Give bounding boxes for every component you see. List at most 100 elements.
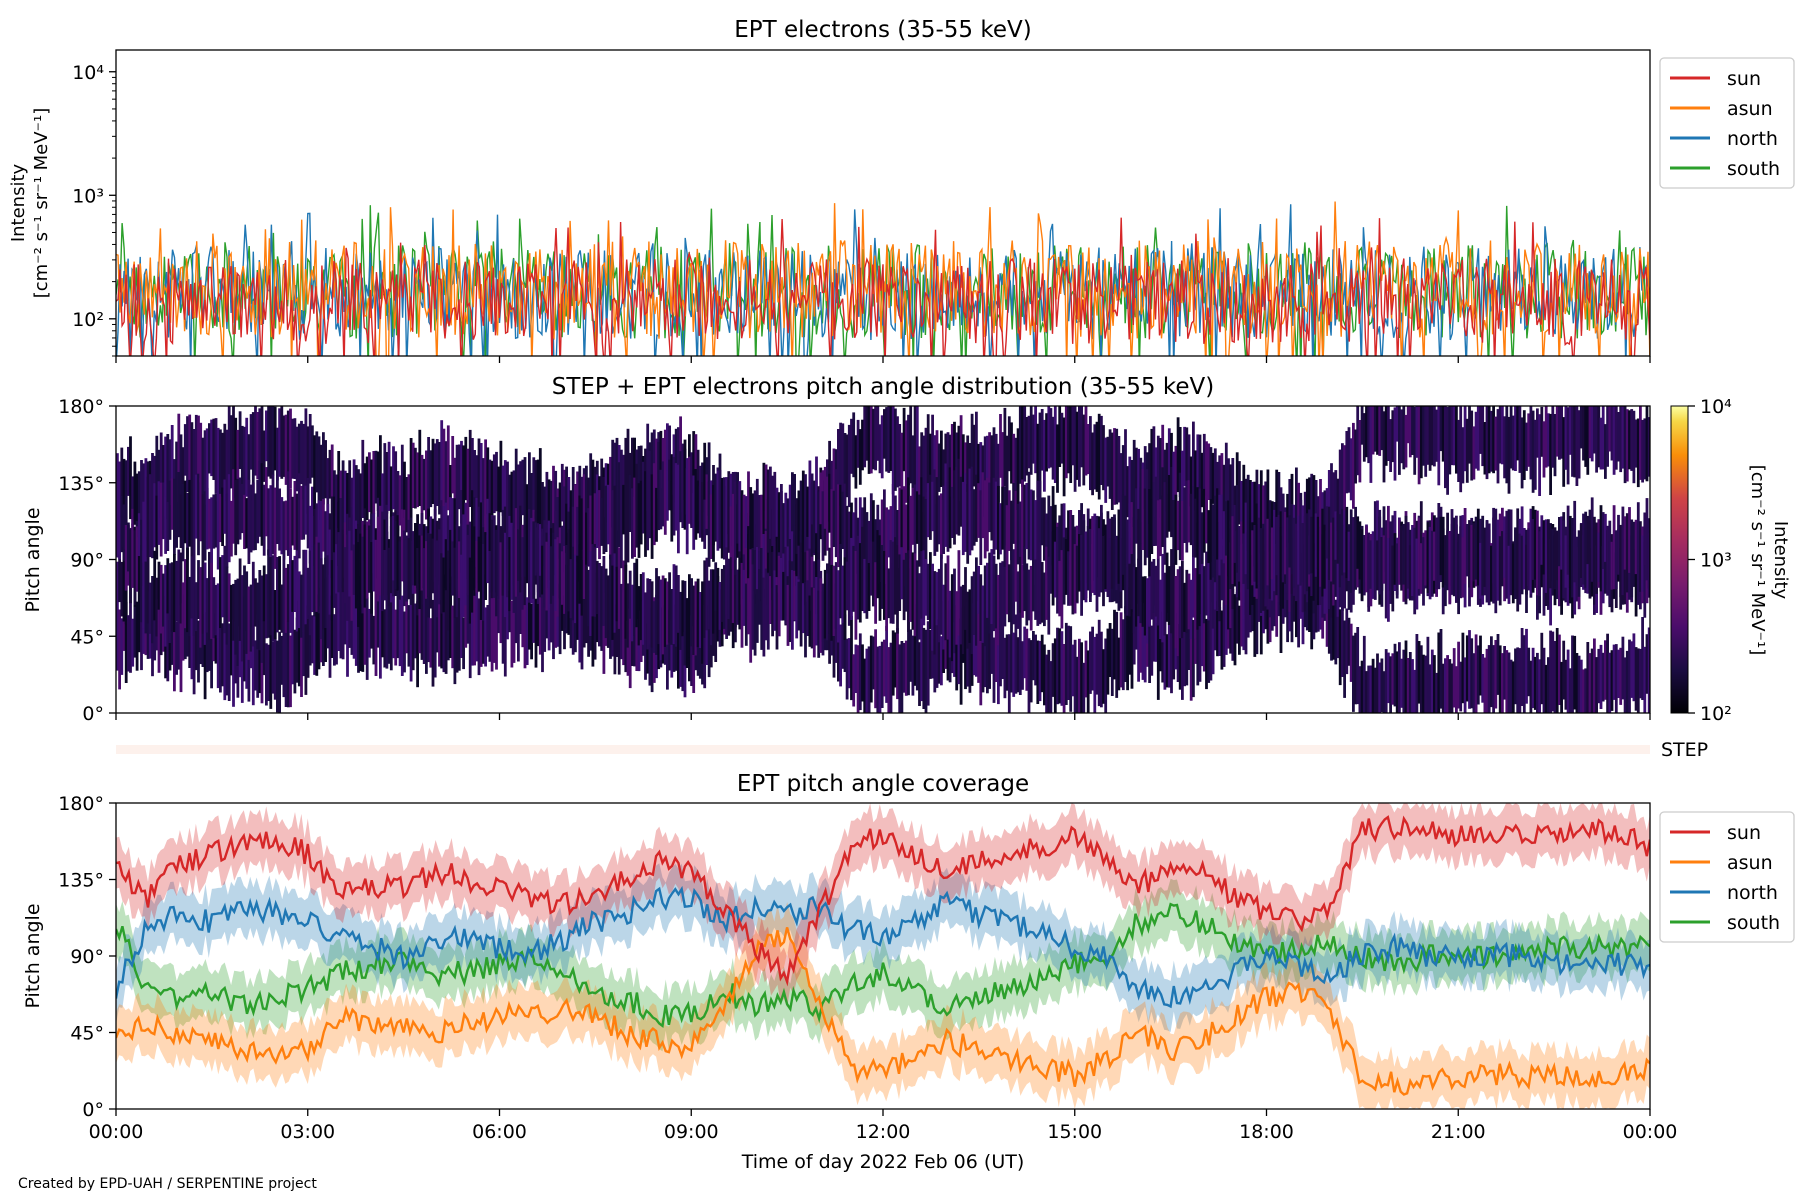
pad-cell — [1170, 549, 1173, 634]
pad-cell — [1137, 448, 1140, 519]
pad-cell — [725, 547, 728, 615]
pad-cell — [260, 639, 264, 704]
pad-cell — [475, 497, 479, 568]
pad-cell — [1584, 511, 1588, 588]
pad-cell — [124, 525, 128, 591]
pad-cell — [674, 463, 678, 531]
pad-cell — [874, 406, 877, 471]
pad-cell — [1051, 531, 1055, 606]
pad-cell — [350, 588, 354, 655]
pad-cell — [742, 494, 746, 555]
pad-cell — [1108, 623, 1112, 677]
pad-cell — [815, 456, 818, 534]
pad-cell — [1172, 600, 1176, 680]
pad-cell — [1135, 567, 1138, 627]
pad-cell — [1240, 481, 1243, 530]
pad-cell — [517, 529, 520, 581]
pad-cell — [1608, 406, 1612, 452]
pad-cell — [716, 576, 720, 637]
y-tick-label: 135° — [58, 473, 104, 495]
pad-cell — [1400, 525, 1403, 591]
pad-cell — [977, 565, 980, 614]
pad-cell — [1067, 406, 1070, 474]
pad-cell — [278, 556, 281, 630]
pad-cell — [804, 582, 807, 658]
pad-cell — [1408, 652, 1412, 713]
pad-cell — [313, 508, 316, 567]
pad-cell — [157, 481, 161, 545]
pad-cell — [1189, 617, 1193, 701]
pad-cell — [563, 546, 566, 614]
pad-cell — [740, 539, 744, 605]
pad-cell — [411, 590, 415, 671]
pad-cell — [477, 536, 481, 592]
pad-cell — [144, 561, 148, 634]
pad-cell — [1222, 602, 1226, 667]
pad-cell — [394, 609, 398, 666]
pad-cell — [554, 575, 558, 648]
pad-cell — [1012, 632, 1016, 697]
pad-cell — [1417, 641, 1421, 704]
pad-cell — [311, 425, 314, 478]
pad-cell — [843, 557, 847, 640]
pad-cell — [918, 573, 921, 640]
pad-cell — [1097, 413, 1101, 500]
pad-cell — [734, 574, 737, 643]
pad-cell — [1064, 406, 1068, 479]
pad-cell — [151, 576, 154, 644]
pad-cell — [1645, 406, 1649, 482]
pad-cell — [192, 615, 196, 695]
pad-cell — [357, 469, 360, 526]
pad-cell — [663, 454, 667, 535]
pad-cell — [1384, 537, 1388, 619]
pad-cell — [1104, 437, 1108, 503]
pad-cell — [681, 604, 685, 692]
pad-cell — [1481, 515, 1485, 596]
pad-cell — [545, 587, 549, 639]
pad-cell — [122, 458, 126, 507]
pad-cell — [1617, 514, 1620, 575]
pad-cell — [466, 593, 470, 644]
pad-cell — [389, 516, 393, 594]
pad-cell — [230, 584, 233, 640]
pad-cell — [652, 601, 656, 653]
pad-cell — [626, 428, 630, 507]
pad-cell — [1457, 641, 1460, 709]
pad-cell — [1623, 538, 1627, 605]
pad-cell — [560, 463, 564, 522]
pad-cell — [712, 484, 715, 562]
pad-cell — [1273, 516, 1276, 584]
pad-cell — [1299, 499, 1303, 586]
pad-cell — [692, 626, 696, 693]
pad-cell — [1010, 609, 1013, 693]
pad-cell — [1643, 541, 1647, 618]
pad-cell — [1038, 412, 1042, 497]
pad-cell — [462, 445, 465, 525]
pad-cell — [1402, 523, 1406, 585]
pad-cell — [837, 484, 840, 568]
pad-cell — [977, 601, 980, 683]
pad-cell — [793, 570, 796, 621]
pad-cell — [1062, 644, 1066, 713]
pad-cell — [1060, 631, 1064, 706]
pad-cell — [1358, 420, 1362, 483]
pad-cell — [254, 406, 257, 476]
pad-cell — [975, 474, 978, 542]
pad-cell — [538, 448, 542, 530]
pad-cell — [955, 605, 959, 691]
pad-cell — [920, 551, 924, 619]
pad-cell — [1189, 579, 1193, 639]
pad-cell — [1018, 501, 1022, 560]
pad-cell — [1505, 650, 1509, 713]
pad-cell — [712, 569, 715, 634]
pad-cell — [245, 571, 249, 654]
pad-cell — [1334, 599, 1338, 665]
pad-cell — [1029, 565, 1033, 631]
intensity-legend-label-sun: sun — [1727, 68, 1761, 90]
pad-cell — [1341, 443, 1344, 512]
pad-cell — [1380, 658, 1384, 713]
pad-cell — [157, 599, 161, 673]
intensity-x-ticks — [115, 356, 1651, 363]
pad-cell — [135, 473, 139, 531]
pad-cell — [1036, 480, 1040, 562]
